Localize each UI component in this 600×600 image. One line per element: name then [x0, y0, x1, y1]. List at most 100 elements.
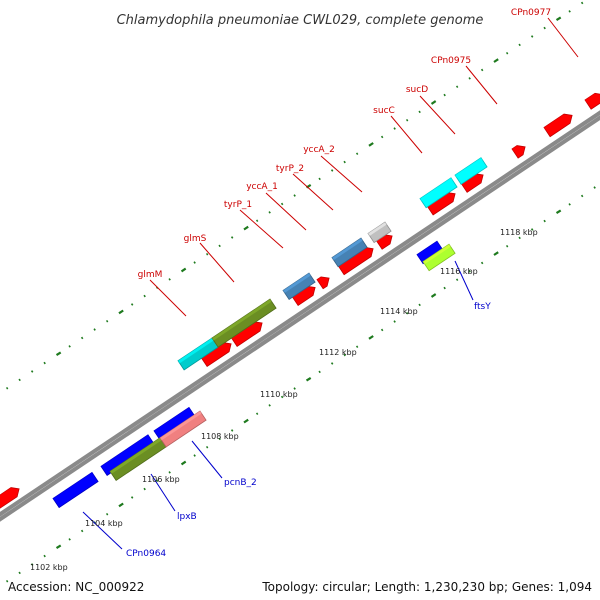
ruler-label-1114: 1114 kbp: [380, 307, 418, 316]
ruler-label-1108: 1108 kbp: [201, 432, 239, 441]
ruler-lower-tick-14: [168, 471, 171, 474]
ruler-lower-tick-35: [430, 293, 437, 298]
gene-label-lpxB: lpxB: [177, 512, 197, 522]
feature-bevel-20: [101, 434, 150, 469]
gene-tyrP_1[interactable]: [282, 272, 316, 301]
ruler-lower-tick-4: [43, 554, 46, 558]
ruler-label-1104: 1104 kbp: [85, 519, 123, 528]
ruler-lower-tick-20: [243, 418, 249, 424]
ruler-lower-tick-3: [30, 563, 34, 566]
ruler-upper-tick-10: [118, 309, 124, 315]
ruler-upper-tick-20: [243, 225, 249, 231]
ruler-lower-tick-9: [105, 512, 109, 516]
gene-pcnB_2[interactable]: [159, 410, 207, 448]
feature-bevel-22: [417, 241, 439, 258]
ruler-lower-tick-2: [18, 571, 21, 575]
leader-yccA_1: [265, 192, 307, 231]
feature-bevel-23: [110, 437, 162, 474]
feature-bevel-4: [317, 276, 323, 283]
ruler-label-1112: 1112 kbp: [319, 348, 357, 357]
feature-bevel-9: [512, 145, 519, 152]
label-leader-lines: [82, 17, 579, 550]
gene-label-CPn0964: CPn0964: [126, 549, 166, 559]
ruler-upper-tick-38: [468, 77, 471, 80]
ruler-upper-tick-26: [318, 177, 321, 181]
ruler-lower-tick-10: [118, 502, 124, 508]
ruler-upper-tick-35: [430, 100, 437, 105]
leader-lpxB: [150, 473, 176, 512]
feature-bevel-14: [283, 273, 311, 293]
ruler-upper-tick-37: [455, 85, 459, 88]
ruler-lower-tick-26: [318, 370, 321, 374]
backbone-reverse-line: [0, 115, 600, 522]
ruler-lower-tick-5: [55, 544, 62, 550]
ruler-lower-tick-34: [418, 303, 421, 307]
ruler-lower-tick-1: [5, 579, 9, 583]
ruler-upper-tick-30: [368, 142, 374, 147]
feature-bevel-18: [455, 157, 483, 178]
feature-bevel-24: [160, 411, 202, 441]
ruler-upper-tick-11: [130, 303, 134, 306]
ruler-upper-tick-2: [18, 378, 21, 382]
ruler-upper-tick-22: [268, 211, 271, 214]
ruler-lower-tick-13: [155, 479, 159, 482]
ruler-upper-tick-36: [443, 93, 446, 97]
gene-sucC[interactable]: [419, 177, 458, 209]
ruler-lower-tick-31: [380, 328, 384, 332]
ruler-lower-tick-12: [143, 487, 146, 491]
ruler-upper-tick-41: [505, 51, 509, 55]
leader-CPn0964: [82, 511, 123, 550]
ruler-upper-tick-3: [30, 370, 34, 373]
cds-feature-9[interactable]: [511, 145, 526, 159]
ruler-upper-tick-16: [193, 261, 196, 264]
ruler-lower-tick-29: [355, 345, 359, 348]
feature-bevel-13: [212, 299, 272, 341]
backbone-forward-line: [0, 110, 600, 517]
leader-tyrP_2: [292, 173, 334, 211]
ruler-upper-tick-12: [143, 294, 146, 298]
feature-bevel-15: [332, 238, 363, 261]
ruler-upper-tick-14: [168, 278, 171, 281]
ruler-lower-tick-25: [305, 376, 312, 382]
ruler-upper-tick-42: [518, 43, 521, 47]
genome-summary-text: Topology: circular; Length: 1,230,230 bp…: [262, 580, 592, 594]
ruler-lower-tick-30: [368, 335, 374, 340]
feature-bevel-16: [368, 222, 387, 236]
feature-bevel-25: [423, 244, 451, 265]
ruler-lower-tick-39: [480, 261, 484, 265]
gene-label-sucC: sucC: [373, 106, 395, 116]
gene-label-yccA_1: yccA_1: [246, 182, 278, 192]
leader-tyrP_1: [239, 209, 284, 249]
ruler-upper-tick-8: [93, 328, 96, 331]
feature-bevel-12: [178, 338, 214, 364]
ruler-lower-tick-33: [405, 311, 409, 315]
ruler-lower-tick-47: [580, 194, 584, 198]
gene-label-tyrP_2: tyrP_2: [276, 164, 304, 174]
gene-label-CPn0977: CPn0977: [511, 8, 551, 18]
ruler-upper-tick-29: [355, 152, 359, 155]
ruler-label-1102: 1102 kbp: [30, 563, 68, 572]
ruler-lower-tick-15: [180, 460, 187, 466]
ruler-upper-tick-44: [543, 26, 546, 30]
ruler-upper-tick-7: [80, 336, 84, 340]
ruler-lower-tick-7: [80, 529, 84, 533]
ruler-lower-tick-37: [455, 278, 459, 281]
leader-CPn0975: [465, 65, 498, 105]
ruler-upper-tick-4: [43, 361, 46, 365]
ruler-lower-tick-28: [343, 353, 346, 357]
gene-label-CPn0975: CPn0975: [431, 56, 471, 66]
ruler-lower-tick-32: [393, 320, 396, 323]
gene-label-sucD: sucD: [406, 85, 428, 95]
gene-label-yccA_2: yccA_2: [303, 145, 335, 155]
leader-glmS: [199, 242, 235, 283]
feature-tracks: [0, 92, 600, 509]
feature-bevel-11: [585, 93, 597, 103]
cds-feature-11[interactable]: [584, 92, 600, 110]
ruler-upper-tick-32: [393, 127, 396, 130]
ruler-upper-tick-33: [405, 118, 409, 122]
ruler-lower-tick-44: [543, 219, 546, 223]
ruler-lower-tick-22: [268, 404, 271, 407]
leader-yccA_2: [320, 155, 363, 193]
ruler-upper-tick-5: [55, 351, 62, 357]
